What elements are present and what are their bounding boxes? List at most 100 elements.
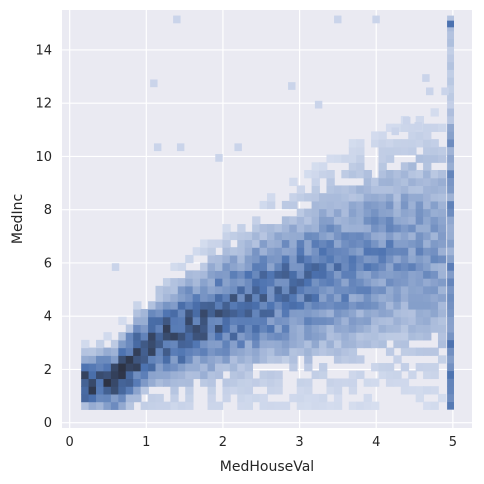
histogram-cell xyxy=(423,347,432,356)
histogram-cell xyxy=(447,69,454,78)
histogram-cell xyxy=(423,177,432,187)
histogram-cell xyxy=(378,177,387,187)
histogram-cell xyxy=(311,170,320,179)
histogram-cell xyxy=(252,239,261,248)
histogram-cell xyxy=(88,370,97,380)
histogram-cell xyxy=(423,301,432,310)
histogram-cell xyxy=(437,254,447,264)
histogram-cell xyxy=(259,347,268,356)
histogram-cell xyxy=(229,316,239,326)
histogram-cell xyxy=(267,386,276,395)
histogram-cell xyxy=(400,139,410,148)
histogram-cell xyxy=(348,208,358,217)
histogram-cell xyxy=(289,193,298,202)
histogram-cell xyxy=(423,146,432,156)
histogram-cell xyxy=(437,270,447,279)
histogram-cell xyxy=(237,347,246,356)
histogram-cell xyxy=(430,108,439,117)
histogram-cell xyxy=(333,324,343,333)
histogram-cell xyxy=(415,115,424,125)
histogram-cell xyxy=(207,324,216,333)
histogram-cell xyxy=(430,370,439,380)
y-tick-label: 12 xyxy=(35,97,52,112)
histogram-cell xyxy=(385,262,395,271)
histogram-cell xyxy=(192,355,201,364)
histogram-cell xyxy=(281,231,291,241)
histogram-cell xyxy=(237,231,246,241)
histogram-cell xyxy=(222,270,231,279)
histogram-cell xyxy=(319,231,328,241)
histogram-cell xyxy=(385,200,395,210)
histogram-cell xyxy=(222,262,231,271)
histogram-cell xyxy=(296,386,306,395)
histogram-cell xyxy=(252,278,261,287)
histogram-cell xyxy=(170,293,179,302)
histogram-cell xyxy=(311,270,320,279)
histogram-cell xyxy=(348,262,358,271)
histogram-cell xyxy=(170,332,179,341)
histogram-cell xyxy=(311,278,320,287)
histogram-cell xyxy=(430,285,439,295)
histogram-cell xyxy=(118,347,127,356)
histogram-cell xyxy=(244,247,253,256)
histogram-cell xyxy=(110,370,120,380)
histogram-cell xyxy=(96,401,105,410)
histogram-cell xyxy=(170,339,179,349)
histogram-cell xyxy=(237,247,246,256)
histogram-cell xyxy=(267,370,276,380)
histogram-cell xyxy=(437,339,447,349)
histogram-cell xyxy=(244,231,253,241)
histogram-cell xyxy=(274,293,283,302)
histogram-cell xyxy=(437,316,447,326)
histogram-cell xyxy=(252,285,261,295)
histogram-cell xyxy=(319,293,328,302)
histogram-cell xyxy=(378,162,387,171)
histogram-cell xyxy=(430,247,439,256)
histogram-cell xyxy=(319,363,328,372)
histogram-cell xyxy=(170,363,179,372)
histogram-cell xyxy=(81,347,90,356)
histogram-cell xyxy=(103,386,112,395)
histogram-cell xyxy=(311,193,320,202)
histogram-cell xyxy=(296,332,306,341)
histogram-cell xyxy=(319,200,328,210)
histogram-cell xyxy=(393,285,402,295)
histogram-cell xyxy=(200,262,209,271)
histogram-cell xyxy=(363,401,372,410)
histogram-cell xyxy=(289,216,298,225)
histogram-cell xyxy=(356,224,365,233)
histogram-cell xyxy=(400,193,410,202)
histogram-cell xyxy=(447,262,454,271)
histogram-cell xyxy=(103,370,112,380)
histogram-cell xyxy=(259,393,268,403)
histogram-cell xyxy=(281,308,291,318)
histogram-cell xyxy=(378,239,387,248)
histogram-cell xyxy=(415,224,424,233)
histogram-cell xyxy=(244,393,253,403)
histogram-cell xyxy=(333,308,343,318)
histogram-cell xyxy=(237,254,246,264)
histogram-cell xyxy=(447,278,454,287)
y-tick-label: 14 xyxy=(35,43,52,58)
histogram-cell xyxy=(348,386,358,395)
histogram-cell xyxy=(170,301,179,310)
histogram-cell xyxy=(148,370,157,380)
histogram-cell xyxy=(155,339,164,349)
histogram-cell xyxy=(304,239,313,248)
histogram-cell xyxy=(348,247,358,256)
histogram-cell xyxy=(133,324,142,333)
histogram-cell xyxy=(281,247,291,256)
histogram-cell xyxy=(244,355,253,364)
histogram-cell xyxy=(289,301,298,310)
histogram-cell xyxy=(281,254,291,264)
histogram-cell xyxy=(356,278,365,287)
histogram-cell xyxy=(447,208,454,217)
histogram-cell xyxy=(304,324,313,333)
histogram-cell xyxy=(267,285,276,295)
histogram-cell xyxy=(304,347,313,356)
histogram-cell xyxy=(437,208,447,217)
histogram-cell xyxy=(430,278,439,287)
histogram-cell xyxy=(400,262,410,271)
histogram-cell xyxy=(356,216,365,225)
histogram-cell xyxy=(371,131,380,140)
